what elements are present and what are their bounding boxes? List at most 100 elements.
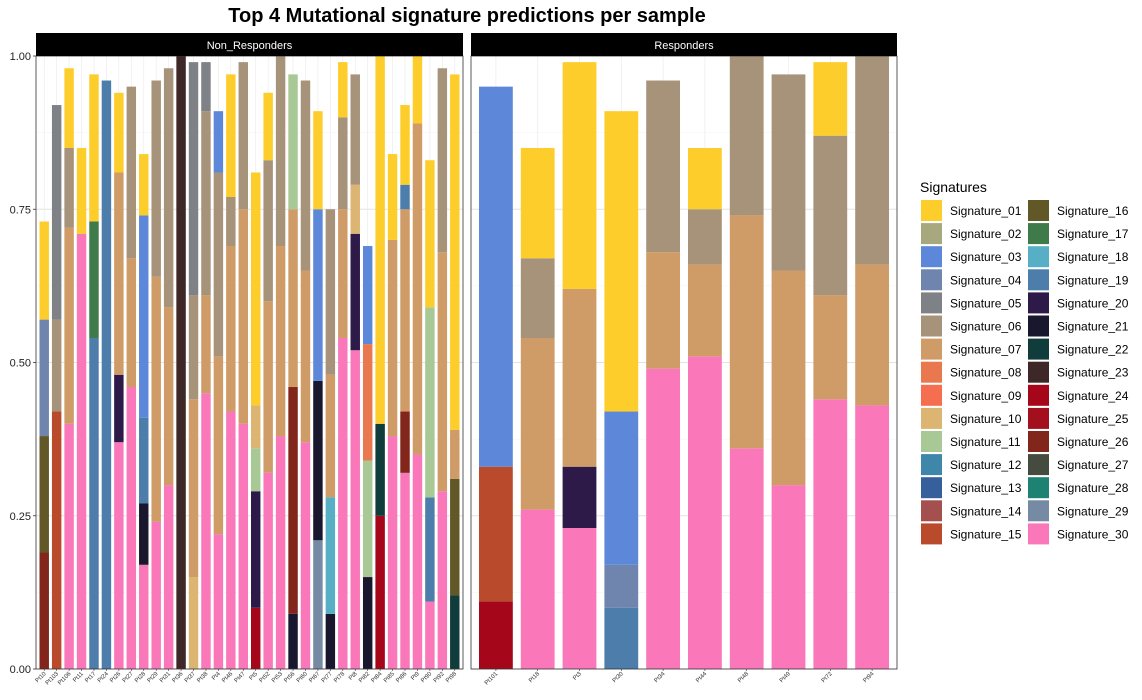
bar-segment-signature-30 — [400, 472, 410, 669]
legend-item-signature-12: Signature_12 — [921, 454, 1022, 476]
bar-segment-signature-04 — [604, 564, 639, 608]
bar-segment-signature-21 — [362, 577, 373, 669]
legend-swatch — [921, 431, 942, 452]
y-tick-label: 1.00 — [10, 51, 31, 63]
bar-segment-signature-07 — [300, 270, 311, 443]
bar-segment-signature-30 — [771, 485, 806, 669]
bar-segment-signature-01 — [562, 62, 597, 289]
bar-segment-signature-01 — [400, 105, 410, 185]
bar-segment-signature-05 — [188, 62, 199, 296]
bar-segment-signature-06 — [350, 74, 360, 185]
bar-segment-signature-19 — [604, 607, 639, 669]
x-tick-label: Pt106 — [57, 671, 73, 687]
legend-swatch — [1028, 292, 1049, 314]
bar-segment-signature-07 — [520, 337, 555, 510]
bar-segment-signature-30 — [213, 534, 224, 669]
legend-swatch — [921, 292, 942, 314]
bar-stack-pt67 — [313, 111, 323, 669]
bar-stack-pt94 — [855, 56, 889, 669]
x-tick-label: Pt92 — [433, 671, 446, 684]
legend-swatch — [1028, 315, 1049, 337]
bar-segment-signature-11 — [362, 460, 373, 578]
legend-item-signature-17: Signature_17 — [1028, 223, 1129, 245]
x-tick-label: Pt77 — [321, 671, 334, 684]
bar-segment-signature-30 — [226, 411, 236, 669]
bar-segment-signature-30 — [139, 564, 149, 669]
bar-segment-signature-24 — [251, 607, 261, 669]
bar-stack-pt48 — [729, 56, 764, 669]
bar-segment-signature-01 — [450, 74, 460, 430]
legend-label: Signature_08 — [950, 366, 1022, 380]
legend-item-signature-19: Signature_19 — [1028, 269, 1129, 291]
legend-item-signature-21: Signature_21 — [1028, 315, 1129, 337]
bar-stack-pt82 — [362, 246, 373, 669]
bar-segment-signature-30 — [855, 405, 889, 669]
bar-segment-signature-30 — [437, 491, 448, 669]
bar-segment-signature-30 — [387, 436, 398, 669]
x-tick-label: Pt86 — [395, 671, 408, 684]
bar-segment-signature-07 — [188, 399, 199, 578]
bar-stack-pt18 — [520, 147, 555, 669]
legend-label: Signature_23 — [1057, 366, 1129, 380]
bar-segment-signature-06 — [126, 86, 137, 259]
legend-label: Signature_20 — [1057, 296, 1129, 310]
bar-stack-pt9 — [412, 56, 423, 669]
bar-segment-signature-16 — [450, 478, 460, 596]
bar-segment-signature-01 — [375, 56, 385, 424]
legend-swatch — [1028, 384, 1049, 406]
bar-segment-signature-20 — [251, 491, 261, 608]
bar-segment-signature-30 — [263, 472, 273, 669]
facet-strip — [471, 33, 897, 56]
legend-swatch — [921, 407, 942, 429]
bar-segment-signature-30 — [688, 356, 722, 669]
bar-stack-pt98 — [450, 74, 460, 669]
bar-stack-pt11 — [76, 147, 87, 669]
legend-item-signature-11: Signature_11 — [921, 431, 1021, 452]
bar-segment-signature-30 — [646, 368, 680, 669]
legend-label: Signature_26 — [1057, 435, 1129, 449]
bar-stack-pt28 — [139, 154, 149, 669]
legend-label: Signature_05 — [950, 296, 1022, 310]
bar-segment-signature-07 — [729, 215, 764, 449]
x-tick-label: Pt56 — [283, 671, 296, 684]
legend-label: Signature_06 — [950, 320, 1022, 334]
bar-stack-pt56 — [288, 74, 298, 669]
bar-segment-signature-01 — [412, 56, 423, 124]
bar-segment-signature-01 — [64, 68, 74, 148]
bar-stack-pt52 — [263, 92, 273, 669]
x-tick-label: Pt60 — [296, 671, 309, 684]
bar-segment-signature-01 — [139, 154, 149, 216]
bar-segment-signature-01 — [114, 92, 124, 173]
bar-segment-signature-01 — [425, 160, 435, 308]
legend-title: Signatures — [920, 179, 987, 195]
bar-segment-signature-07 — [226, 246, 236, 412]
legend-label: Signature_28 — [1057, 481, 1129, 495]
bar-segment-signature-07 — [437, 252, 448, 492]
bar-segment-signature-07 — [325, 374, 336, 498]
bar-segment-signature-21 — [139, 503, 149, 565]
bar-segment-signature-06 — [300, 80, 311, 271]
bar-segment-signature-06 — [188, 295, 199, 400]
x-tick-label: Pt44 — [695, 671, 708, 684]
bar-segment-signature-06 — [325, 209, 336, 375]
x-tick-label: Pt38 — [196, 671, 209, 684]
legend-swatch — [1028, 407, 1049, 429]
legend-label: Signature_19 — [1057, 273, 1129, 287]
legend-item-signature-01: Signature_01 — [921, 200, 1022, 221]
bar-segment-signature-01 — [338, 62, 348, 118]
bar-segment-signature-07 — [387, 239, 398, 437]
x-tick-label: Pt37 — [184, 671, 197, 684]
bar-stack-pt72 — [813, 62, 848, 669]
bar-segment-signature-21 — [288, 613, 298, 669]
bar-segment-signature-01 — [520, 147, 555, 259]
bar-segment-signature-03 — [479, 86, 513, 467]
bar-segment-signature-07 — [263, 301, 273, 473]
bar-stack-pt34 — [646, 80, 680, 669]
bar-segment-signature-01 — [688, 147, 722, 210]
bar-stack-pt85 — [387, 154, 398, 669]
legend-swatch — [1028, 200, 1049, 221]
legend-item-signature-07: Signature_07 — [921, 338, 1022, 360]
legend-swatch — [921, 315, 942, 337]
facet-strip-label: Responders — [654, 40, 714, 52]
